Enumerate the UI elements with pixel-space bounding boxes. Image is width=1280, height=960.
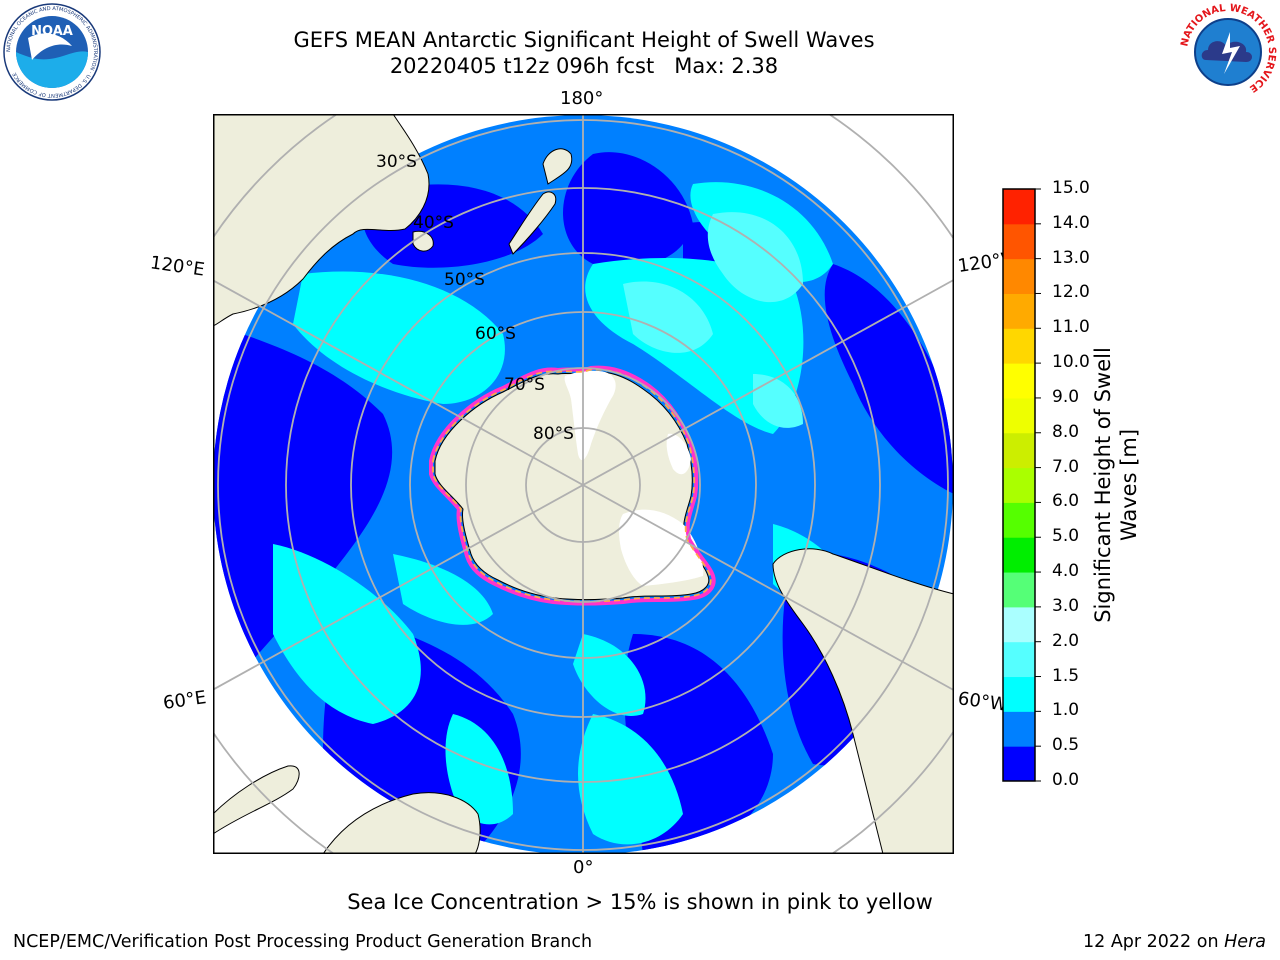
lon-label-120e: 120°E — [148, 252, 206, 281]
colorbar-tick-label: 15.0 — [1052, 178, 1090, 198]
tasmania — [412, 230, 434, 252]
colorbar-segment — [1003, 676, 1035, 712]
colorbar-tick-label: 0.0 — [1052, 770, 1080, 790]
colorbar-segment — [1003, 363, 1035, 399]
lat-label-70s: 70°S — [504, 375, 545, 395]
colorbar-tick-label: 7.0 — [1052, 456, 1080, 477]
colorbar-tick-label: 8.0 — [1052, 421, 1080, 442]
colorbar-segment — [1003, 502, 1035, 538]
colorbar-segment — [1003, 606, 1035, 643]
colorbar-tick-label: 11.0 — [1052, 317, 1090, 338]
colorbar-segment — [1003, 432, 1035, 469]
australia — [213, 114, 430, 327]
colorbar-tick-label: 12.0 — [1052, 282, 1090, 303]
colorbar-segment — [1003, 397, 1035, 434]
colorbar-segment — [1003, 711, 1035, 747]
south-america — [772, 548, 954, 854]
footer-date: 12 Apr 2022 on Hera — [1083, 932, 1266, 952]
lat-label-40s: 40°S — [413, 213, 454, 233]
colorbar-segment — [1003, 641, 1035, 678]
colorbar-segment — [1003, 223, 1035, 260]
madagascar — [213, 765, 300, 835]
colorbar-tick-label: 4.0 — [1052, 561, 1080, 582]
nws-logo: NATIONAL WEATHER SERVICE — [1179, 3, 1277, 100]
colorbar-tick-label: 13.0 — [1052, 247, 1090, 268]
ross-ice-shelf — [564, 370, 616, 461]
colorbar-title-line2: Waves [m] — [1117, 428, 1141, 542]
colorbar-title: Significant Height of Swell Waves [m] — [1090, 347, 1142, 623]
africa — [322, 792, 481, 854]
lon-label-60e: 60°E — [161, 687, 208, 714]
colorbar-segment — [1003, 258, 1035, 294]
weddell-ice-shelf — [618, 509, 704, 586]
colorbar-tick-label: 14.0 — [1052, 212, 1090, 233]
colorbar-tick-label: 1.5 — [1052, 665, 1080, 686]
noaa-logo-text: NOAA — [31, 24, 73, 39]
noaa-logo: NOAA NATIONAL OCEANIC AND ATMOSPHERIC AD… — [3, 3, 101, 101]
colorbar-segment — [1003, 537, 1035, 573]
colorbar-segment — [1003, 572, 1035, 608]
colorbar-tick-label: 0.5 — [1052, 735, 1080, 756]
colorbar-tick-label: 3.0 — [1052, 595, 1080, 616]
lat-label-80s: 80°S — [533, 424, 574, 444]
colorbar-tick-label: 1.0 — [1052, 700, 1080, 721]
colorbar-tick-label: 6.0 — [1052, 491, 1080, 512]
new-zealand-north — [542, 148, 573, 185]
graticule — [213, 114, 954, 854]
map-title: GEFS MEAN Antarctic Significant Height o… — [293, 28, 875, 52]
colorbar-tick-label: 2.0 — [1052, 630, 1080, 651]
colorbar-tick-label: 9.0 — [1052, 386, 1080, 407]
colorbar-segment — [1003, 189, 1035, 225]
lat-label-50s: 50°S — [444, 270, 485, 290]
lon-label-60w: 60°W — [956, 688, 1009, 716]
new-zealand-south — [508, 191, 557, 255]
colorbar-title-line1: Significant Height of Swell — [1091, 347, 1115, 623]
lat-label-60s: 60°S — [475, 324, 516, 344]
sea-ice-note: Sea Ice Concentration > 15% is shown in … — [347, 890, 933, 914]
colorbar-tick-label: 10.0 — [1052, 352, 1090, 373]
colorbar — [1002, 188, 1041, 782]
footer-organization: NCEP/EMC/Verification Post Processing Pr… — [13, 932, 593, 952]
lon-label-0: 0° — [573, 857, 594, 878]
amery-ice-shelf — [666, 433, 691, 475]
colorbar-segment — [1003, 328, 1035, 364]
map-subtitle: 20220405 t12z 096h fcst Max: 2.38 — [389, 54, 779, 78]
lat-label-30s: 30°S — [376, 152, 417, 172]
footer-host: Hera — [1224, 932, 1266, 952]
sea-ice-edge-orange — [432, 368, 712, 603]
colorbar-segment — [1003, 746, 1035, 782]
colorbar-segment — [1003, 467, 1035, 503]
polar-map — [213, 114, 954, 854]
lon-label-180: 180° — [560, 88, 604, 109]
colorbar-tick-label: 5.0 — [1052, 526, 1080, 547]
colorbar-segment — [1003, 293, 1035, 329]
footer-date-text: 12 Apr 2022 on — [1082, 932, 1219, 952]
